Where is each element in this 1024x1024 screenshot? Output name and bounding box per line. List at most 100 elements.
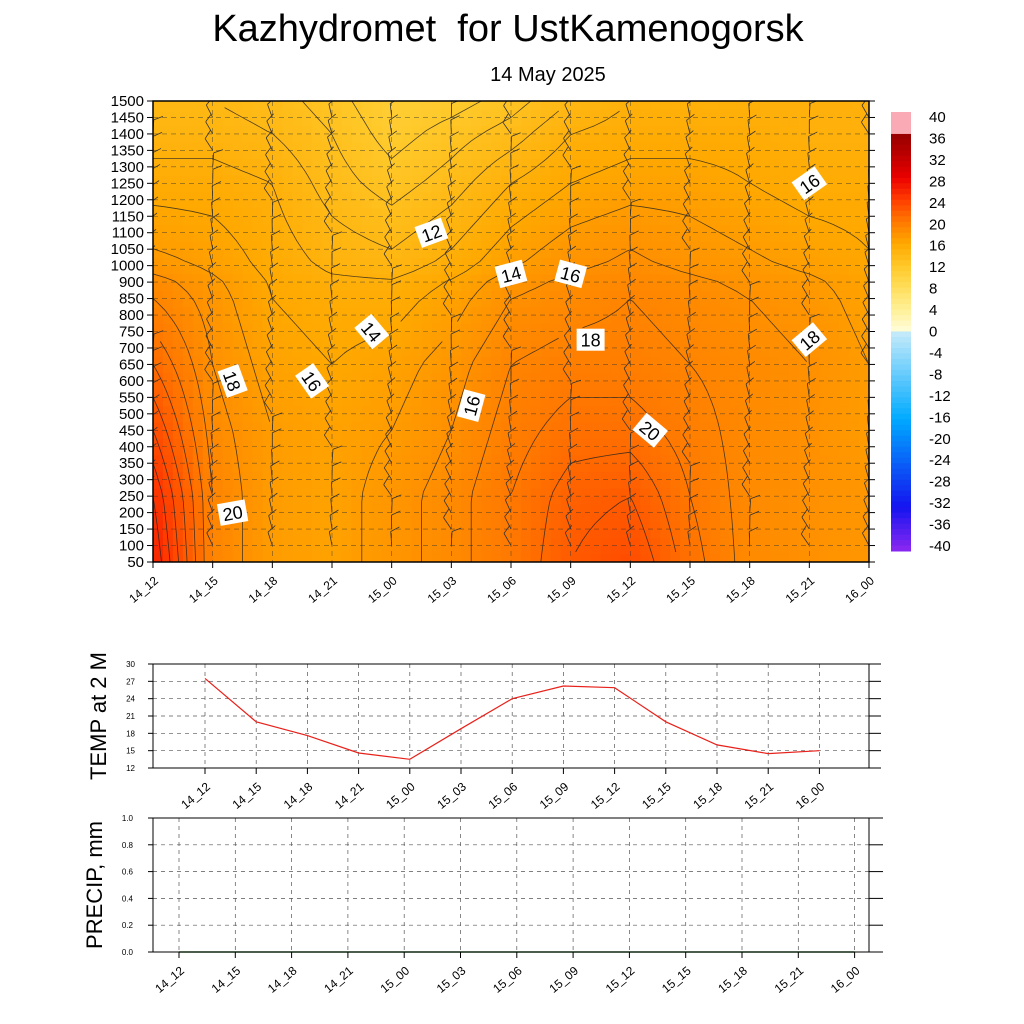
- field-cell: [312, 133, 323, 143]
- barb-staff: [268, 301, 273, 316]
- field-cell: [699, 142, 711, 151]
- field-cell: [461, 232, 472, 242]
- field-cell: [829, 224, 840, 234]
- barb-flag: [153, 459, 156, 467]
- field-cell: [610, 290, 621, 300]
- field-cell: [461, 512, 472, 522]
- barb-flag: [628, 262, 637, 269]
- field-cell: [302, 249, 313, 259]
- field-cell: [312, 158, 323, 168]
- field-cell: [481, 331, 492, 341]
- field-cell: [690, 496, 701, 505]
- field-cell: [421, 117, 433, 127]
- field-cell: [481, 158, 492, 168]
- barb-flag: [328, 311, 338, 319]
- field-cell: [709, 356, 721, 366]
- field-cell: [660, 232, 671, 242]
- barb-flag: [327, 344, 336, 352]
- field-cell: [451, 380, 462, 390]
- field-cell: [580, 166, 592, 176]
- field-cell: [799, 430, 810, 440]
- wind-barb: [271, 412, 283, 431]
- field-cell: [481, 356, 492, 366]
- field-cell: [660, 166, 671, 176]
- wind-barb: [569, 427, 579, 447]
- field-cell: [471, 331, 482, 341]
- field-cell: [859, 183, 869, 193]
- field-cell: [560, 545, 572, 555]
- field-cell: [451, 356, 462, 366]
- field-cell: [421, 446, 433, 456]
- wind-barb: [324, 409, 333, 431]
- field-cell: [779, 273, 791, 283]
- field-cell: [600, 240, 612, 250]
- barb-flag: [153, 394, 160, 401]
- field-cell: [759, 380, 771, 390]
- field-cell: [202, 315, 214, 324]
- field-cell: [162, 109, 174, 119]
- field-cell: [640, 282, 651, 291]
- field-cell: [162, 282, 174, 291]
- field-cell: [272, 199, 283, 209]
- field-cell: [431, 265, 442, 275]
- field-cell: [252, 208, 263, 217]
- field-cell: [153, 339, 164, 349]
- field-cell: [491, 224, 502, 234]
- field-cell: [222, 191, 234, 201]
- field-cell: [491, 356, 502, 366]
- field-cell: [849, 216, 860, 226]
- field-cell: [441, 430, 452, 440]
- field-cell: [829, 125, 840, 135]
- field-cell: [332, 347, 343, 357]
- field-cell: [620, 199, 631, 209]
- field-cell: [779, 479, 791, 489]
- field-cell: [162, 430, 174, 440]
- field-cell: [302, 117, 313, 127]
- barb-flag: [507, 212, 516, 220]
- field-cell: [819, 529, 830, 538]
- field-cell: [660, 405, 671, 415]
- field-cell: [242, 471, 254, 481]
- field-cell: [640, 224, 651, 234]
- field-cell: [361, 397, 373, 407]
- barb-flag: [562, 360, 569, 370]
- field-cell: [262, 133, 273, 143]
- field-cell: [550, 389, 562, 398]
- field-cell: [600, 471, 612, 481]
- wind-barb: [568, 229, 577, 250]
- field-cell: [272, 306, 283, 316]
- barb-flag: [271, 214, 282, 220]
- field-cell: [640, 512, 651, 522]
- field-cell: [699, 133, 711, 143]
- field-cell: [232, 298, 244, 308]
- field-cell: [272, 553, 283, 562]
- field-cell: [252, 117, 263, 127]
- field-cell: [222, 257, 234, 267]
- field-cell: [729, 323, 741, 333]
- field-cell: [162, 413, 174, 423]
- field-cell: [262, 323, 273, 333]
- field-cell: [839, 512, 850, 522]
- field-cell: [212, 142, 224, 151]
- field-cell: [839, 372, 850, 382]
- field-cell: [391, 109, 403, 119]
- field-cell: [590, 257, 602, 267]
- field-cell: [819, 413, 830, 423]
- field-cell: [670, 380, 681, 390]
- field-cell: [153, 199, 164, 209]
- field-cell: [272, 356, 283, 366]
- field-cell: [401, 356, 413, 366]
- field-cell: [839, 224, 850, 234]
- field-cell: [670, 158, 681, 168]
- field-cell: [381, 133, 393, 143]
- field-cell: [600, 356, 612, 366]
- field-cell: [829, 356, 840, 366]
- field-cell: [600, 208, 612, 217]
- barb-staff: [267, 104, 273, 118]
- field-cell: [351, 430, 363, 440]
- field-cell: [729, 265, 741, 275]
- field-cell: [799, 298, 810, 308]
- field-cell: [182, 454, 194, 464]
- field-cell: [570, 397, 582, 407]
- field-cell: [391, 364, 403, 374]
